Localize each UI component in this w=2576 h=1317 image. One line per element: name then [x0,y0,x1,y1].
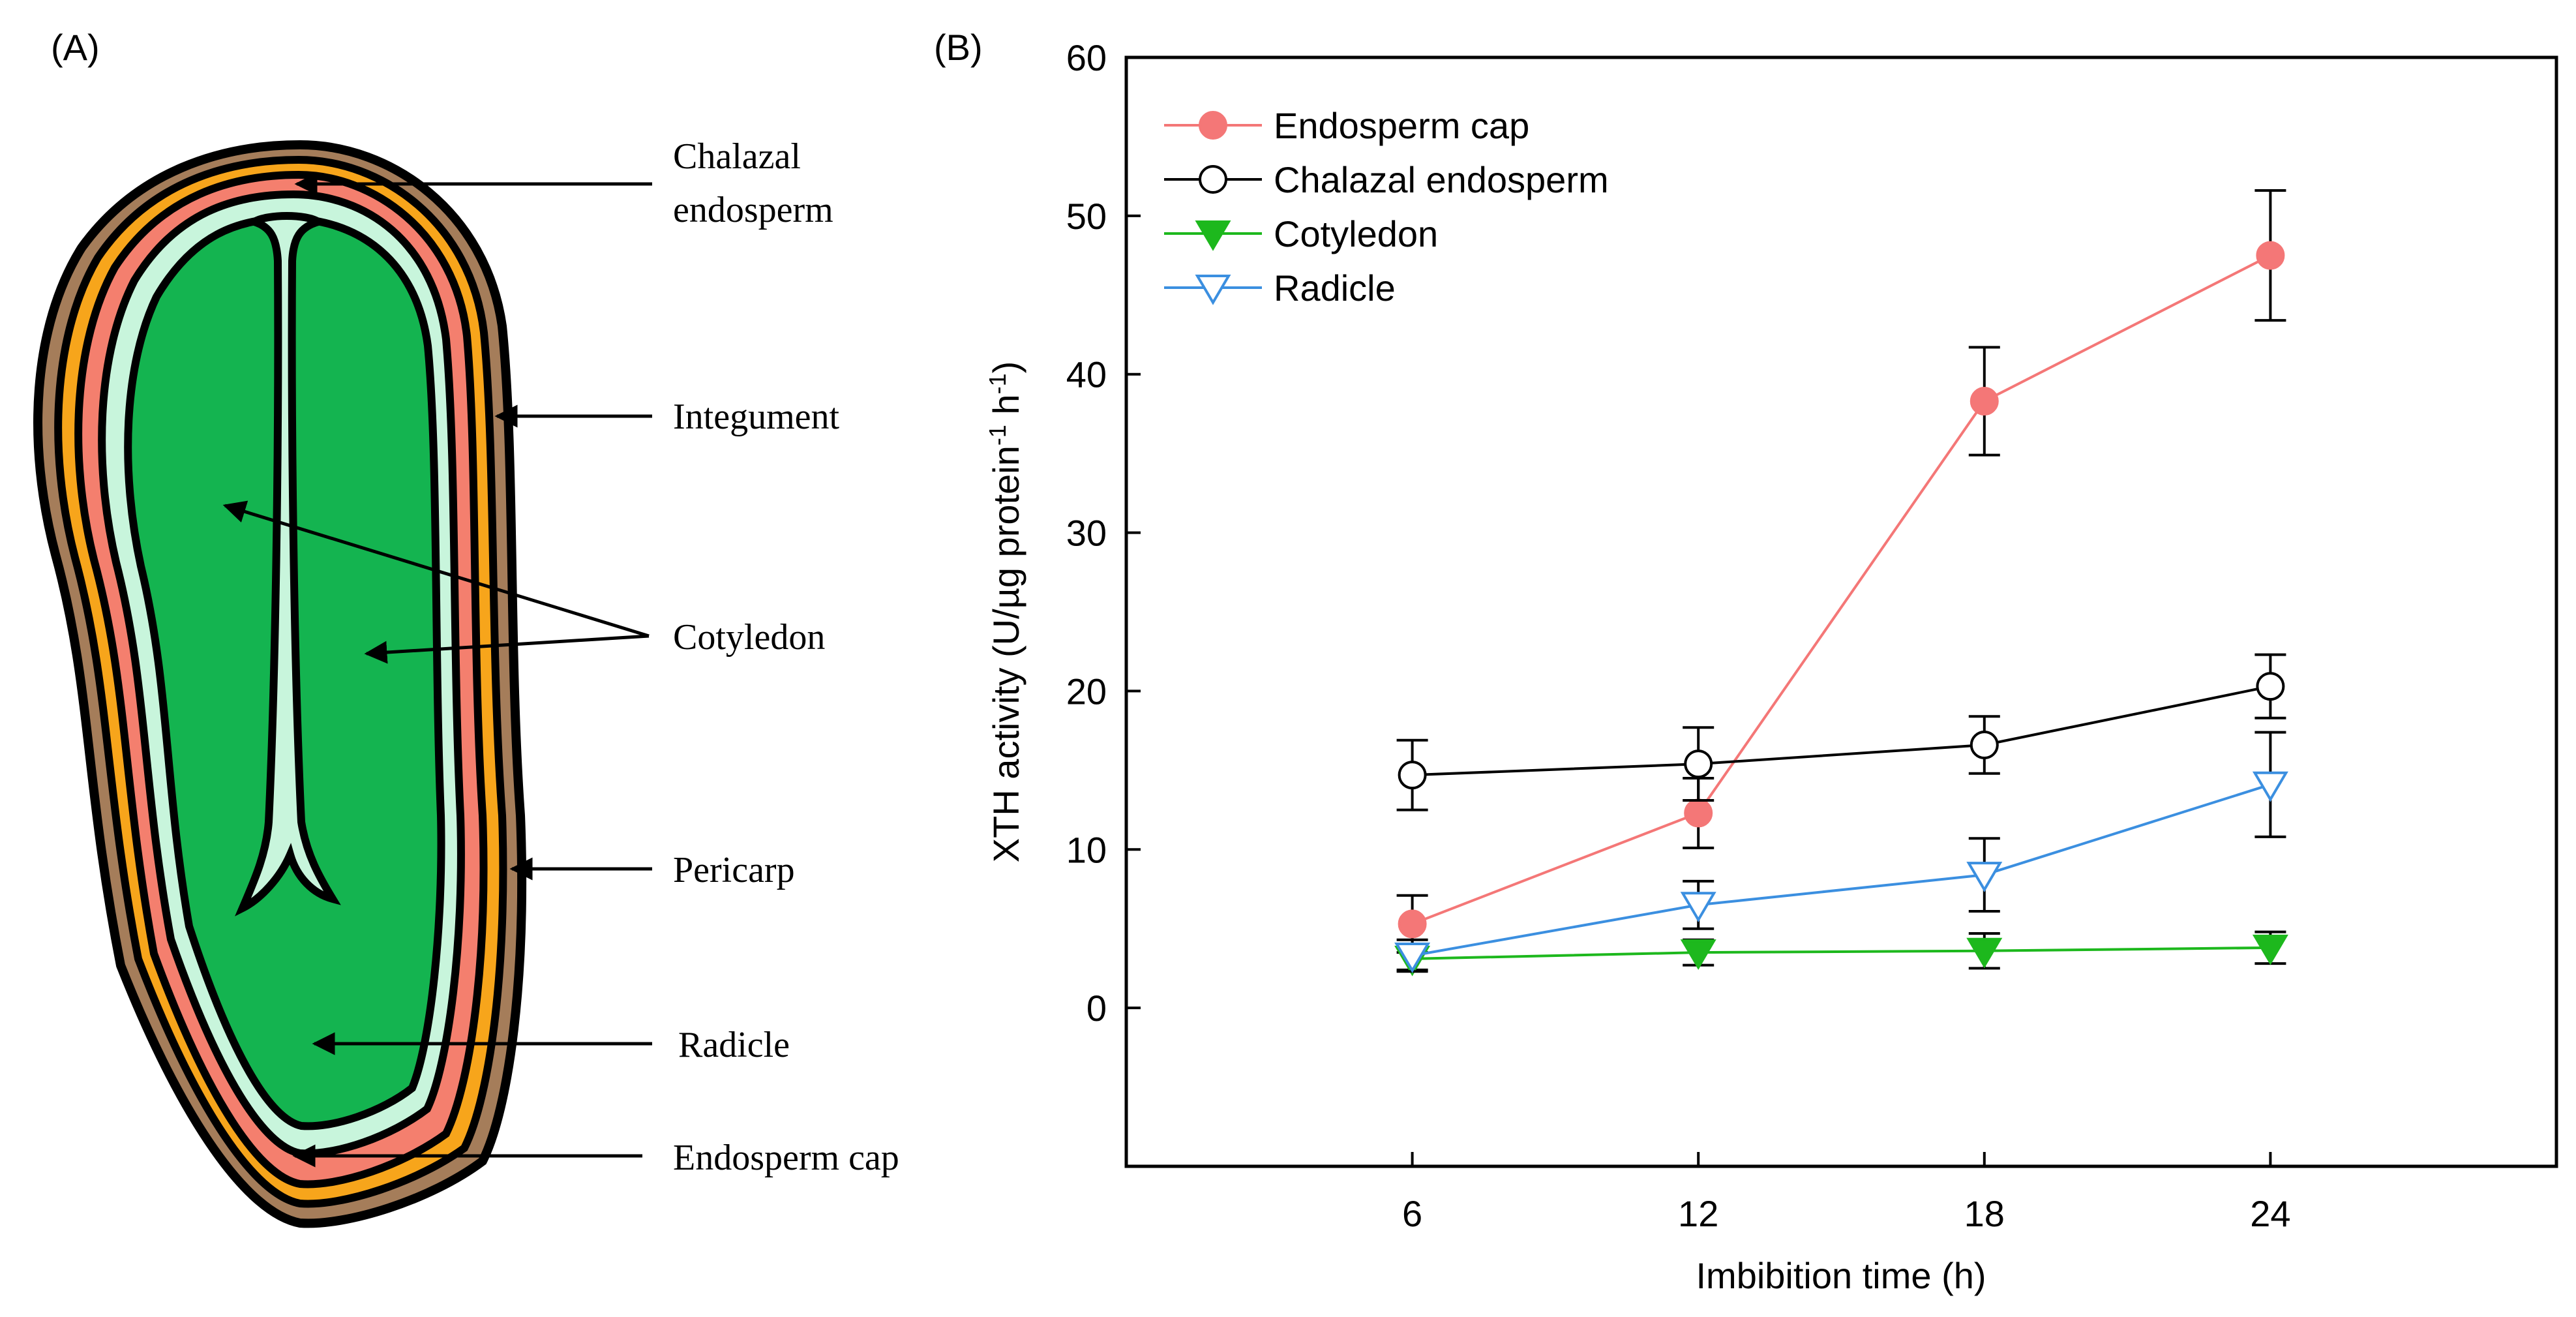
legend-entry: Cotyledon [1164,213,1438,254]
y-tick-label: 0 [1086,988,1107,1029]
y-axis-title-mid: h [985,394,1026,425]
panel-a: (A) Chalazal endo [33,27,899,1228]
y-tick-label: 20 [1066,671,1107,712]
x-tick-label: 18 [1964,1193,2005,1234]
arrow-cotyledon-2 [364,634,650,664]
label-cotyledon: Cotyledon [673,617,825,658]
series-layer [1394,189,2288,976]
legend-marker [1199,111,1227,140]
data-point [1398,909,1427,939]
y-axis-title-sup2: -1 [984,373,1011,394]
data-point [1969,731,1999,759]
data-point [1684,749,1713,779]
data-point [2252,934,2288,965]
y-tick-label: 50 [1066,196,1107,237]
y-tick-label: 60 [1066,37,1107,78]
legend-label: Chalazal endosperm [1274,159,1609,200]
panel-b-label: (B) [934,27,983,68]
diagram-labels: Chalazal endosperm Integument Cotyledon … [673,136,899,1178]
x-tick-label: 6 [1402,1193,1422,1234]
diagram-arrows [222,172,652,1168]
data-point [1966,937,2003,969]
x-tick-label: 24 [2250,1193,2290,1234]
series-line [1412,685,2271,777]
data-point [2256,241,2285,270]
y-axis-title-end: ) [985,361,1026,374]
y-axis: 0 10 20 30 40 50 60 [1066,37,1141,1029]
series-radicle [1394,731,2288,973]
data-point [1969,387,1999,416]
legend-marker [1195,220,1231,251]
x-axis: 6 12 18 24 [1402,1152,2291,1234]
line-chart: 0 10 20 30 40 50 60 6 12 18 24 Endosperm cap Chala… [984,37,2558,1296]
y-tick-label: 40 [1066,354,1107,395]
series-cotyledon [1394,930,2288,976]
label-chalazal-line2: endosperm [673,190,833,230]
legend: Endosperm cap Chalazal endosperm Cotyledon… [1164,105,1609,309]
legend-marker [1195,275,1231,305]
y-axis-title-main: XTH activity (U/µg protein [985,446,1026,862]
label-radicle: Radicle [678,1025,790,1065]
plot-frame [1124,55,2558,1168]
series-line [1412,783,2271,957]
data-point [2256,672,2285,701]
legend-label: Cotyledon [1274,213,1438,254]
legend-entry: Chalazal endosperm [1164,159,1609,200]
label-chalazal-line1: Chalazal [673,136,801,177]
x-tick-label: 12 [1678,1193,1718,1234]
series-line [1412,946,2271,960]
data-point [1684,798,1713,828]
legend-entry: Endosperm cap [1164,105,1529,146]
panel-b: (B) 0 10 20 30 40 50 60 6 12 18 24 Endosperm cap C… [934,27,2558,1296]
panel-a-label: (A) [51,27,100,68]
legend-marker [1199,165,1227,194]
cotyledon-split [235,212,341,916]
seed-diagram [33,140,527,1228]
label-pericarp: Pericarp [673,850,795,890]
y-tick-label: 30 [1066,513,1107,554]
label-endosperm-cap: Endosperm cap [673,1138,899,1178]
y-axis-title: XTH activity (U/µg protein-1 h-1) [984,361,1026,863]
data-point [1680,939,1716,970]
arrow-cotyledon-1 [222,500,650,638]
legend-label: Radicle [1274,267,1396,309]
x-axis-title: Imbibition time (h) [1696,1255,1986,1296]
series-endosperm-cap [1396,189,2286,954]
legend-label: Endosperm cap [1274,105,1529,146]
legend-entry: Radicle [1164,267,1396,309]
series-chalazal-endosperm [1396,653,2286,811]
y-tick-label: 10 [1066,829,1107,870]
y-axis-title-sup1: -1 [984,425,1011,446]
data-point [1394,943,1431,973]
data-point [1966,862,2003,892]
data-point [1680,892,1716,923]
data-point [2252,771,2288,802]
data-point [1398,761,1427,790]
series-line [1411,254,2271,926]
label-integument: Integument [673,397,839,437]
